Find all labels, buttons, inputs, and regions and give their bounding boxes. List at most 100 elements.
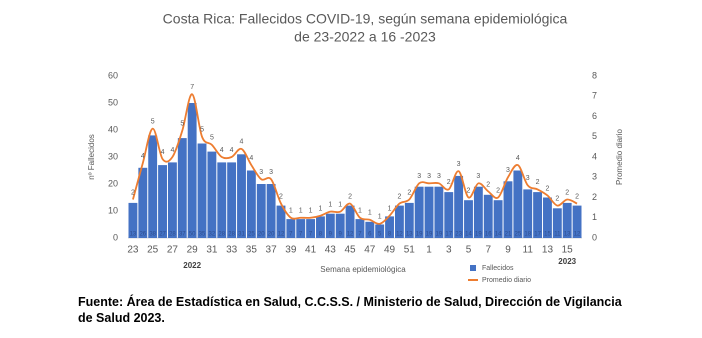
bar-value-label: 18 (524, 232, 531, 238)
bar (227, 162, 237, 238)
line-value-label: 2 (565, 189, 569, 196)
line-value-label: 1 (388, 206, 392, 213)
bar-value-label: 37 (179, 232, 186, 238)
bar-value-label: 15 (544, 232, 551, 238)
y-tick-label: 40 (108, 124, 118, 134)
line-value-label: 4 (240, 139, 244, 146)
y2-tick-label: 1 (592, 212, 597, 222)
legend-label: Fallecidos (482, 265, 514, 272)
line-value-label: 2 (496, 187, 500, 194)
bar (316, 216, 325, 238)
line-value-label: 5 (180, 121, 184, 128)
bar (424, 186, 434, 238)
line-value-label: 2 (467, 187, 471, 194)
bar-value-label: 8 (319, 232, 323, 238)
x-tick-label: 3 (446, 245, 452, 256)
x-tick-label: 35 (246, 245, 258, 256)
x-tick-label: 51 (404, 245, 416, 256)
bar (246, 170, 256, 238)
bar-value-label: 27 (159, 232, 166, 238)
y-tick-label: 0 (113, 232, 118, 242)
line-value-label: 2 (575, 193, 579, 200)
x-tick-label: 41 (305, 245, 317, 256)
line-value-label: 5 (200, 127, 204, 134)
bar (207, 151, 217, 238)
bar-value-label: 7 (299, 232, 303, 238)
x-tick-label: 11 (523, 245, 534, 256)
bar-value-label: 12 (347, 232, 354, 238)
x-tick-label: 31 (206, 245, 218, 256)
y-axis-label: nº Fallecidos (87, 134, 96, 180)
line-value-label: 4 (141, 153, 145, 160)
line-value-label: 7 (190, 84, 194, 91)
line-value-label: 2 (279, 193, 283, 200)
bar (325, 213, 335, 238)
y2-tick-label: 6 (592, 111, 597, 121)
bar (385, 216, 394, 238)
bar-value-label: 17 (445, 232, 452, 238)
bar (444, 192, 454, 238)
bar (158, 165, 167, 238)
y-tick-label: 20 (108, 178, 118, 188)
bar (533, 192, 543, 238)
chart-subtitle: de 23-2022 a 16 -2023 (294, 29, 436, 45)
bar-value-label: 35 (199, 232, 206, 238)
bar (266, 184, 276, 238)
line-value-label: 1 (309, 208, 313, 215)
source-note: Fuente: Área de Estadística en Salud, C.… (78, 295, 622, 325)
bar (365, 221, 375, 238)
bar-value-label: 25 (515, 232, 522, 238)
line-value-label: 5 (151, 118, 155, 125)
x-tick-label: 47 (364, 245, 376, 256)
line-value-label: 2 (546, 185, 550, 192)
line-value-label: 4 (170, 147, 174, 154)
bar (375, 224, 385, 238)
bar-value-label: 23 (455, 232, 462, 238)
line-value-label: 1 (338, 202, 342, 209)
bar-value-label: 7 (358, 232, 362, 238)
chart-title: Costa Rica: Fallecidos COVID-19, según s… (163, 11, 568, 27)
bar (434, 186, 444, 238)
y2-tick-label: 8 (592, 70, 597, 80)
x-tick-label: 13 (542, 245, 554, 256)
line-value-label: 3 (417, 173, 421, 180)
bar-value-label: 38 (149, 232, 156, 238)
bar (286, 219, 296, 238)
y-tick-label: 60 (108, 70, 118, 80)
line (132, 93, 578, 225)
x-tick-label: 43 (325, 245, 337, 256)
bar (177, 138, 187, 238)
bar (217, 162, 227, 238)
bar (523, 189, 533, 238)
bar (167, 162, 177, 238)
bar-value-label: 19 (426, 232, 433, 238)
line-value-label: 2 (536, 179, 540, 186)
line-value-label: 3 (526, 175, 530, 182)
x-tick-label: 23 (127, 245, 139, 256)
y2-tick-label: 5 (592, 131, 597, 141)
y-tick-label: 30 (108, 151, 118, 161)
bar-value-label: 16 (485, 232, 492, 238)
y2-tick-label: 0 (592, 232, 597, 242)
line-value-label: 3 (259, 169, 263, 176)
bar (345, 205, 355, 238)
bar (464, 200, 473, 238)
line-value-label: 3 (269, 169, 273, 176)
x-tick-label: 7 (485, 245, 491, 256)
bar (296, 219, 306, 238)
y-tick-label: 10 (108, 205, 118, 215)
line-value-label: 2 (447, 179, 451, 186)
bar-value-label: 32 (209, 232, 216, 238)
bar (306, 219, 316, 238)
y2-tick-label: 4 (592, 151, 597, 161)
bar (473, 186, 483, 238)
bar-value-label: 12 (396, 232, 403, 238)
bar-value-label: 14 (495, 232, 502, 238)
bar-value-label: 20 (268, 232, 275, 238)
bar (187, 103, 197, 238)
line-value-label: 1 (299, 208, 303, 215)
line-value-label: 4 (516, 155, 520, 162)
x-tick-label: 27 (167, 245, 179, 256)
bar (543, 197, 552, 238)
